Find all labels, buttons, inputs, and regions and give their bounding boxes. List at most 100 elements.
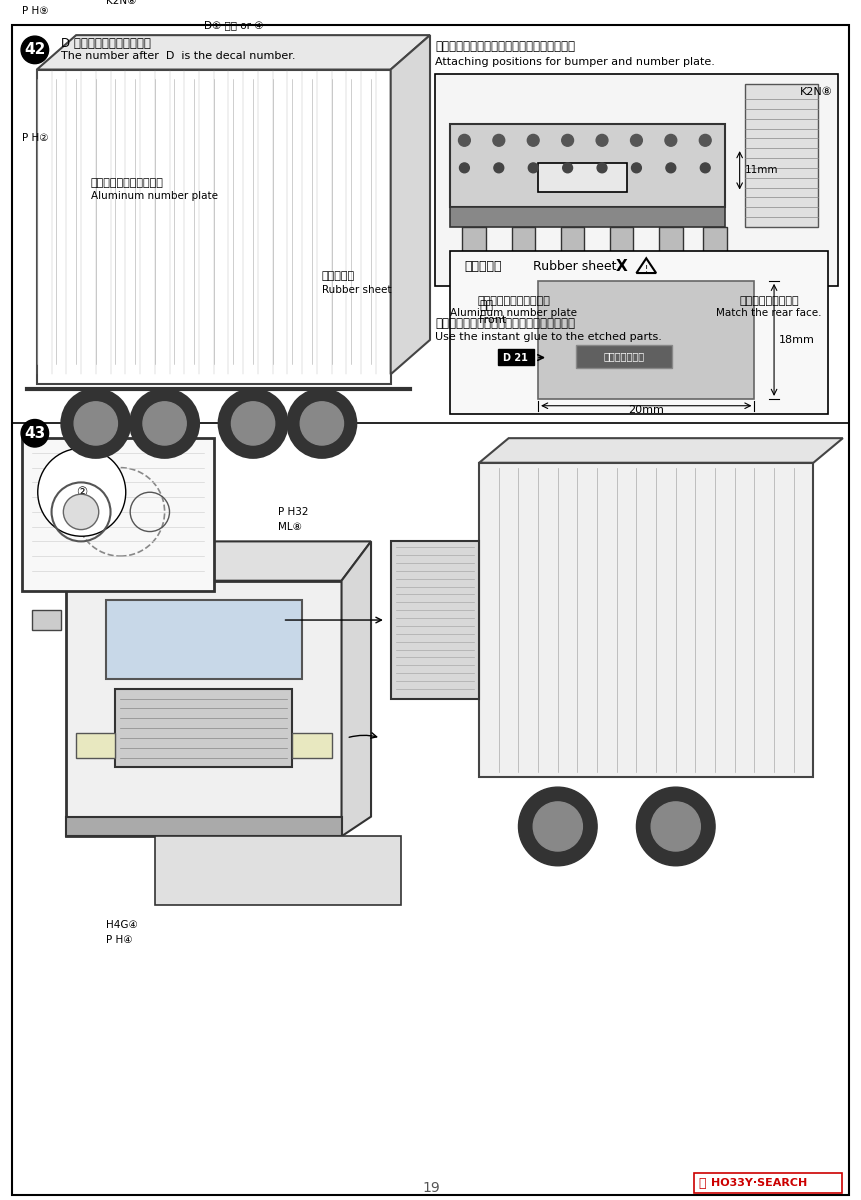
Text: P H32: P H32 (277, 506, 308, 517)
Text: !: ! (645, 264, 647, 274)
Bar (155, 836, 400, 905)
FancyBboxPatch shape (577, 344, 672, 368)
Text: ②: ② (76, 486, 87, 499)
Bar (293, 733, 331, 757)
Text: D① 又は or ④: D① 又は or ④ (204, 20, 263, 30)
Bar (449, 208, 725, 227)
Text: P H⑨: P H⑨ (22, 6, 48, 16)
Polygon shape (391, 35, 430, 374)
Text: HO33Y·SEARCH: HO33Y·SEARCH (711, 1178, 808, 1188)
Text: ML⑧: ML⑧ (277, 522, 301, 532)
Text: 42: 42 (24, 42, 46, 58)
Polygon shape (342, 541, 371, 836)
Circle shape (288, 389, 356, 458)
Text: 11mm: 11mm (745, 164, 778, 175)
Bar (538, 281, 754, 398)
Text: トランデックス: トランデックス (603, 352, 644, 361)
Text: D はデカールの番号です。: D はデカールの番号です。 (61, 36, 152, 49)
Circle shape (561, 134, 573, 146)
Circle shape (596, 134, 608, 146)
Text: Aluminum number plate: Aluminum number plate (91, 191, 218, 202)
Circle shape (666, 163, 676, 173)
Text: 18mm: 18mm (779, 335, 815, 344)
Text: 前側: 前側 (480, 299, 493, 312)
Text: Rubber sheet: Rubber sheet (322, 284, 392, 295)
Bar (511, 227, 536, 266)
Text: 20mm: 20mm (629, 404, 664, 415)
Bar (32, 610, 61, 630)
Circle shape (64, 494, 99, 529)
Text: ゴムシート: ゴムシート (464, 259, 502, 272)
Text: Attaching positions for bumper and number plate.: Attaching positions for bumper and numbe… (435, 56, 715, 67)
Text: 43: 43 (24, 426, 46, 440)
Bar (561, 227, 585, 266)
Text: The number after  D  is the decal number.: The number after D is the decal number. (61, 50, 296, 61)
Circle shape (219, 389, 288, 458)
Bar (66, 581, 342, 836)
Bar (659, 227, 683, 266)
Circle shape (61, 389, 130, 458)
Text: 荷台後面に合わせる: 荷台後面に合わせる (740, 295, 799, 306)
FancyBboxPatch shape (695, 1174, 842, 1193)
Circle shape (232, 402, 275, 445)
Polygon shape (66, 541, 371, 581)
Circle shape (598, 163, 607, 173)
Circle shape (665, 134, 677, 146)
Bar (37, 70, 391, 384)
Circle shape (651, 802, 700, 851)
Bar (703, 227, 727, 266)
Circle shape (563, 163, 573, 173)
Bar (22, 438, 214, 590)
Bar (610, 227, 634, 266)
Circle shape (21, 420, 48, 448)
Text: Aluminum number plate: Aluminum number plate (450, 308, 577, 318)
Circle shape (700, 163, 710, 173)
Bar (480, 463, 814, 778)
Text: H4G④: H4G④ (106, 919, 138, 930)
Polygon shape (37, 35, 430, 70)
Bar (745, 84, 818, 227)
Circle shape (533, 802, 582, 851)
Text: X: X (616, 259, 628, 274)
Circle shape (459, 134, 470, 146)
Circle shape (529, 163, 538, 173)
Text: 19: 19 (422, 1181, 440, 1195)
FancyBboxPatch shape (498, 349, 534, 366)
Text: ゴムシート: ゴムシート (322, 271, 355, 281)
Bar (391, 541, 480, 698)
Bar (76, 733, 115, 757)
Circle shape (636, 787, 715, 865)
Text: エッチングパーツは瞬間接着剤を使います。: エッチングパーツは瞬間接着剤を使います。 (435, 317, 575, 330)
Text: アルミナンバープレート: アルミナンバープレート (91, 178, 164, 187)
Circle shape (130, 389, 199, 458)
Text: K2N⑧: K2N⑧ (106, 0, 136, 6)
Circle shape (631, 163, 641, 173)
Circle shape (21, 36, 48, 64)
Bar (462, 227, 486, 266)
Bar (449, 124, 725, 208)
Circle shape (518, 787, 598, 865)
Bar (115, 689, 293, 768)
Text: アルミナンバープレート: アルミナンバープレート (477, 295, 550, 306)
Bar (449, 252, 828, 414)
Circle shape (527, 134, 539, 146)
Circle shape (74, 402, 117, 445)
Text: P H④: P H④ (106, 935, 132, 944)
Circle shape (699, 134, 711, 146)
Circle shape (492, 134, 505, 146)
Circle shape (630, 134, 642, 146)
Bar (538, 163, 627, 192)
Polygon shape (480, 438, 843, 463)
Text: Front: Front (480, 316, 507, 325)
Circle shape (143, 402, 186, 445)
Bar (435, 74, 838, 286)
Text: D 21: D 21 (503, 353, 528, 362)
Text: Use the instant glue to the etched parts.: Use the instant glue to the etched parts… (435, 332, 662, 342)
Text: Match the rear face.: Match the rear face. (716, 308, 822, 318)
Text: P H②: P H② (22, 133, 48, 143)
Circle shape (300, 402, 344, 445)
Circle shape (460, 163, 469, 173)
Bar (106, 600, 302, 679)
Circle shape (494, 163, 504, 173)
Text: ⓗ: ⓗ (698, 1177, 706, 1189)
